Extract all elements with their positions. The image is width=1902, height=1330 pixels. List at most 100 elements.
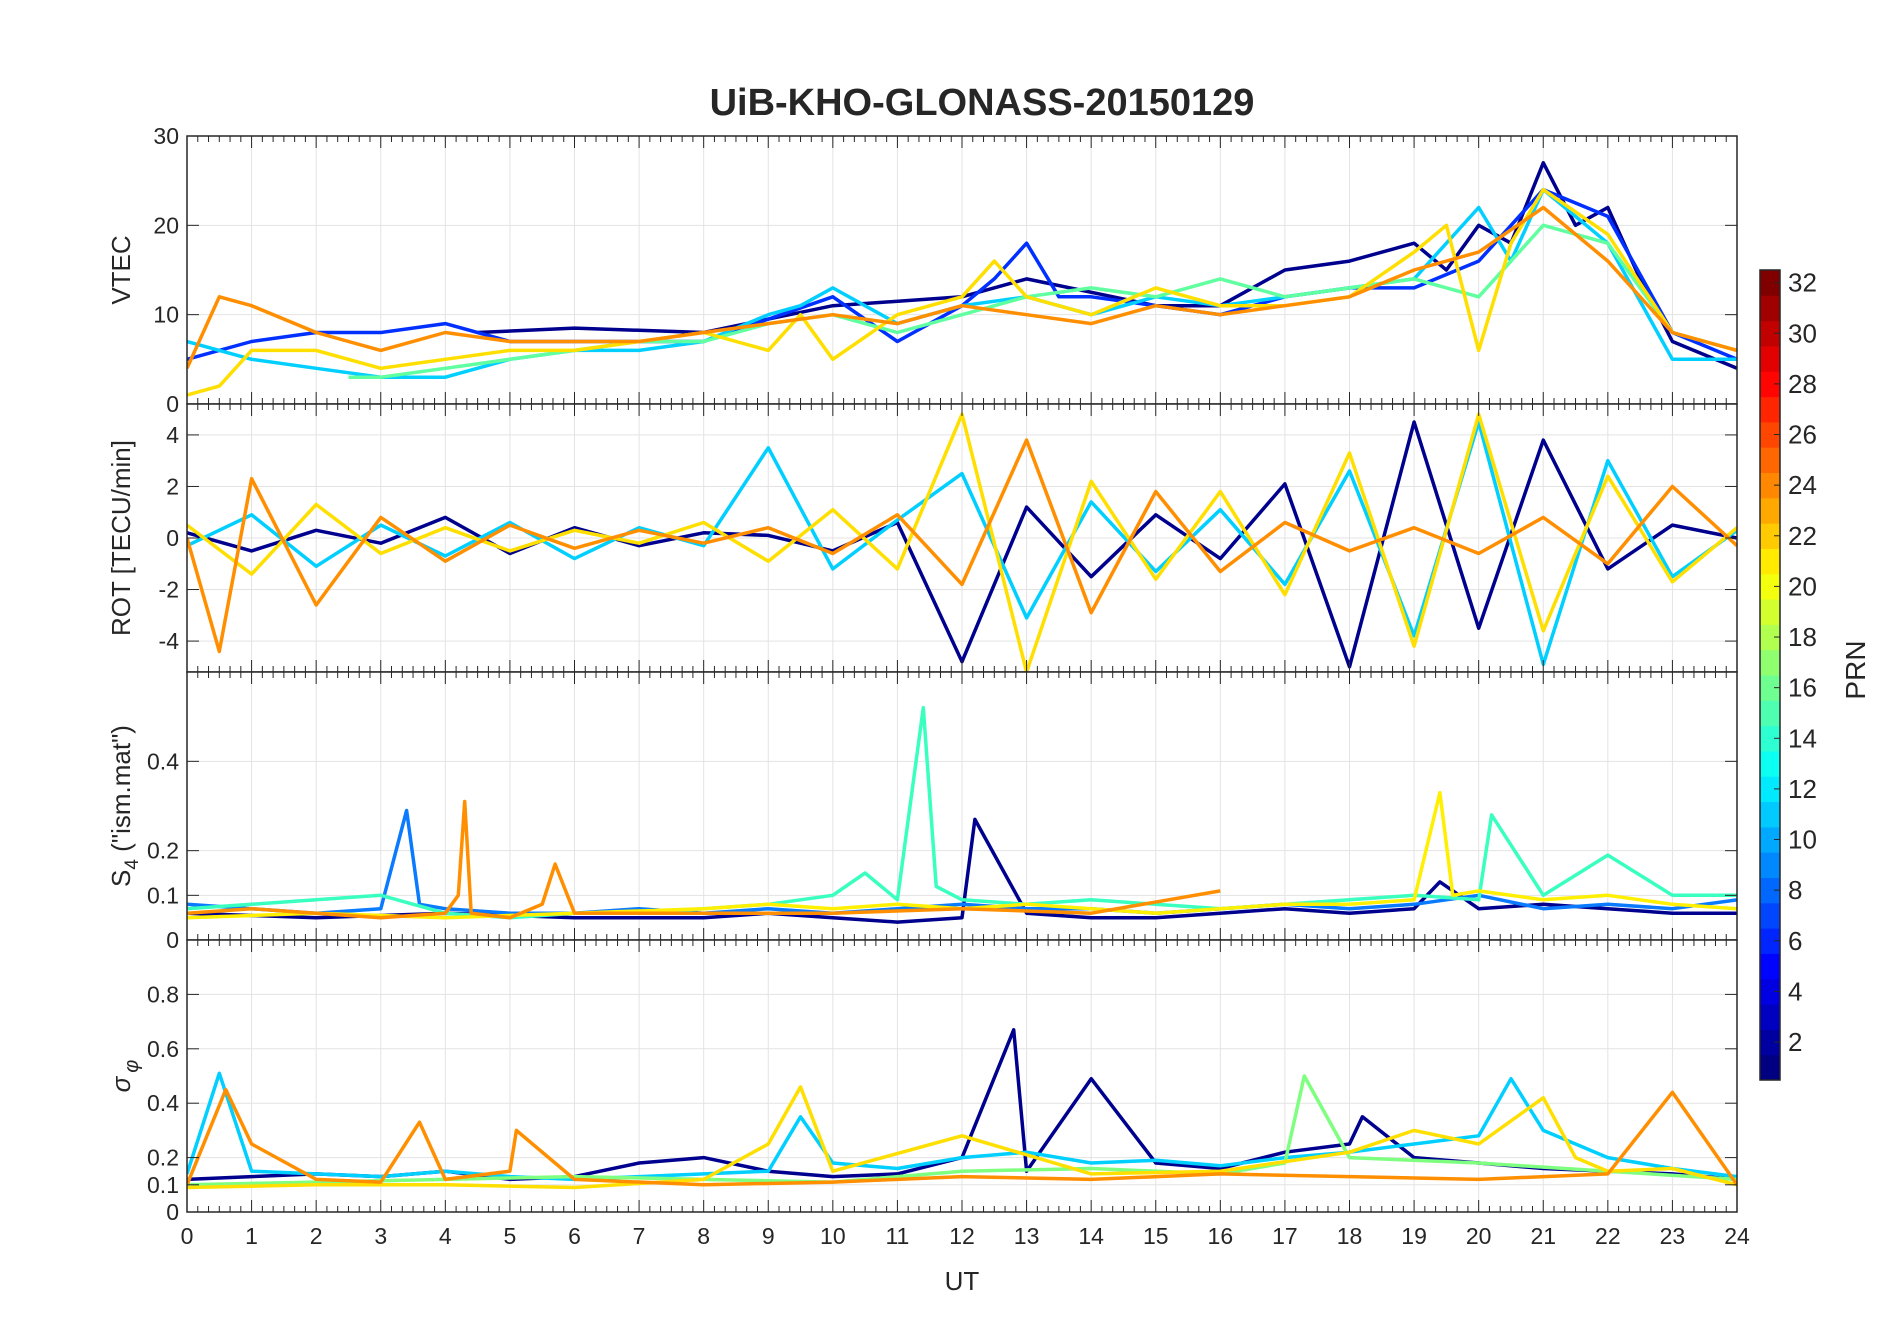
x-tick-label: 15 (1143, 1223, 1169, 1249)
panel-rot: -4 -2 0 2 4 ROT [TECU/min] (106, 403, 1738, 673)
colorbar-bin (1760, 978, 1780, 1005)
colorbar-bin (1760, 1004, 1780, 1030)
colorbar-bin (1760, 320, 1780, 347)
colorbar-bin (1760, 396, 1780, 423)
series-line-rot-1 (187, 420, 1737, 667)
series-line-s4-4 (187, 799, 1221, 920)
colorbar-tick-label: 22 (1788, 521, 1817, 551)
series-line-s4-3 (187, 790, 1737, 920)
x-tick-label: 23 (1660, 1223, 1686, 1249)
y-tick-label: 4 (166, 422, 179, 448)
x-tick-label: 10 (820, 1223, 846, 1249)
series-line-vtec-1 (187, 187, 1737, 361)
x-tick-label: 1 (245, 1223, 258, 1249)
x-tick-label: 18 (1337, 1223, 1363, 1249)
series-line-rot-3 (187, 438, 1737, 654)
colorbar-bin (1760, 953, 1780, 980)
colorbar-tick-label: 16 (1788, 673, 1817, 703)
colorbar-bin (1760, 675, 1780, 701)
y-tick-label: 0.1 (147, 882, 179, 908)
x-tick-label: 21 (1530, 1223, 1556, 1249)
y-tick-label: 2 (166, 473, 179, 499)
y-tick-label: 0 (166, 391, 179, 417)
colorbar-tick-label: 32 (1788, 268, 1817, 298)
x-tick-label: 12 (949, 1223, 975, 1249)
colorbar-bin (1760, 852, 1780, 878)
colorbar-bin (1760, 472, 1780, 499)
y-axis-label: S4 ("ism.mat") (106, 725, 143, 887)
colorbar-bin (1760, 599, 1780, 625)
colorbar-bin (1760, 371, 1780, 398)
y-tick-label: 0.4 (147, 1090, 179, 1116)
colorbar-tick-label: 24 (1788, 470, 1817, 500)
x-tick-label: 19 (1401, 1223, 1427, 1249)
y-tick-label: 0 (166, 927, 179, 953)
colorbar-tick-label: 12 (1788, 774, 1817, 804)
series-line-sigma_phi-1 (187, 1071, 1737, 1182)
series-line-s4-0 (187, 817, 1737, 924)
y-axis-label: VTEC (106, 235, 136, 304)
colorbar-bin (1760, 497, 1780, 524)
colorbar-bin (1760, 523, 1780, 549)
y-tick-label: 0 (166, 525, 179, 551)
y-tick-label: -4 (159, 628, 180, 654)
x-tick-label: 4 (439, 1223, 452, 1249)
y-tick-label: 0.1 (147, 1172, 179, 1198)
series-line-vtec-0 (477, 161, 1737, 370)
x-tick-label: 22 (1595, 1223, 1621, 1249)
y-tick-label: 0.8 (147, 981, 179, 1007)
colorbar-bin (1760, 548, 1780, 575)
colorbar-label: PRN (1840, 640, 1871, 699)
x-tick-label: 11 (885, 1223, 909, 1249)
panel-vtec: 0 10 20 30 VTEC (106, 123, 1738, 417)
colorbar-bin (1760, 877, 1780, 904)
colorbar-bin (1760, 700, 1780, 727)
series-line-vtec-4 (187, 187, 1737, 397)
x-tick-label: 24 (1724, 1223, 1750, 1249)
colorbar-bin (1760, 826, 1780, 853)
colorbar-tick-label: 28 (1788, 369, 1817, 399)
colorbar-bin (1760, 750, 1780, 777)
panel-s4: 0 0.1 0.2 0.4S4 ("ism.mat") (106, 671, 1738, 953)
colorbar-bin (1760, 270, 1780, 296)
x-tick-label: 6 (568, 1223, 581, 1249)
colorbar-tick-label: 10 (1788, 825, 1817, 855)
x-tick-label: 16 (1208, 1223, 1234, 1249)
x-tick-label: 9 (762, 1223, 775, 1249)
series-line-vtec-5 (187, 205, 1737, 370)
colorbar-bin (1760, 928, 1780, 954)
colorbar-bin (1760, 345, 1780, 372)
colorbar-tick-label: 20 (1788, 571, 1817, 601)
y-tick-label: 0.2 (147, 838, 179, 864)
colorbar-tick-label: 8 (1788, 875, 1802, 905)
colorbar-bin (1760, 573, 1780, 600)
x-tick-label: 7 (633, 1223, 646, 1249)
series-line-sigma_phi-3 (187, 1085, 1737, 1190)
colorbar-bin (1760, 447, 1780, 473)
y-tick-label: 20 (153, 212, 179, 238)
x-tick-label: 17 (1272, 1223, 1298, 1249)
colorbar-bin (1760, 295, 1780, 322)
colorbar-bin (1760, 421, 1780, 448)
colorbar-bin (1760, 725, 1780, 752)
colorbar-tick-label: 6 (1788, 926, 1802, 956)
x-axis-label: UT (945, 1266, 980, 1296)
colorbar-tick-label: 30 (1788, 318, 1817, 348)
y-tick-label: 0 (166, 1199, 179, 1225)
x-tick-label: 8 (697, 1223, 710, 1249)
x-tick-label: 5 (504, 1223, 517, 1249)
x-tick-label: 0 (181, 1223, 194, 1249)
colorbar-bin (1760, 776, 1780, 803)
y-tick-label: 10 (153, 302, 179, 328)
y-axis-label: ROT [TECU/min] (106, 440, 136, 636)
colorbar-tick-label: 2 (1788, 1027, 1802, 1057)
series-line-sigma_phi-2 (187, 1074, 1737, 1187)
figure-title: UiB-KHO-GLONASS-20150129 (710, 82, 1255, 124)
x-tick-label: 14 (1078, 1223, 1104, 1249)
x-tick-label: 20 (1466, 1223, 1492, 1249)
y-axis-label: σφ (106, 1060, 143, 1093)
x-tick-label: 2 (310, 1223, 323, 1249)
